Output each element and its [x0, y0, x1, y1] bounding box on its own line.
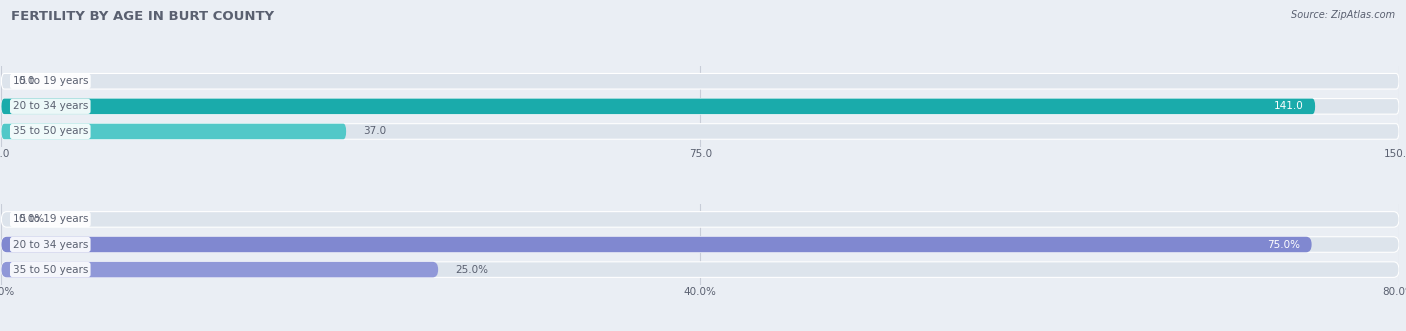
FancyBboxPatch shape — [1, 73, 1399, 89]
Text: Source: ZipAtlas.com: Source: ZipAtlas.com — [1291, 10, 1395, 20]
FancyBboxPatch shape — [1, 237, 1312, 252]
Text: 0.0%: 0.0% — [18, 214, 45, 224]
Text: 15 to 19 years: 15 to 19 years — [13, 214, 89, 224]
FancyBboxPatch shape — [1, 99, 1315, 114]
FancyBboxPatch shape — [1, 262, 439, 277]
FancyBboxPatch shape — [1, 124, 346, 139]
FancyBboxPatch shape — [1, 99, 1399, 114]
Text: 25.0%: 25.0% — [456, 264, 488, 275]
Text: 75.0%: 75.0% — [1267, 240, 1301, 250]
FancyBboxPatch shape — [1, 124, 1399, 139]
Text: 35 to 50 years: 35 to 50 years — [13, 264, 89, 275]
Text: 35 to 50 years: 35 to 50 years — [13, 126, 89, 136]
Text: 15 to 19 years: 15 to 19 years — [13, 76, 89, 86]
FancyBboxPatch shape — [1, 262, 1399, 277]
FancyBboxPatch shape — [1, 237, 1399, 252]
Text: 20 to 34 years: 20 to 34 years — [13, 240, 89, 250]
Text: 37.0: 37.0 — [363, 126, 387, 136]
Text: 141.0: 141.0 — [1274, 101, 1303, 111]
Text: 0.0: 0.0 — [18, 76, 35, 86]
FancyBboxPatch shape — [1, 212, 1399, 227]
Text: FERTILITY BY AGE IN BURT COUNTY: FERTILITY BY AGE IN BURT COUNTY — [11, 10, 274, 23]
Text: 20 to 34 years: 20 to 34 years — [13, 101, 89, 111]
